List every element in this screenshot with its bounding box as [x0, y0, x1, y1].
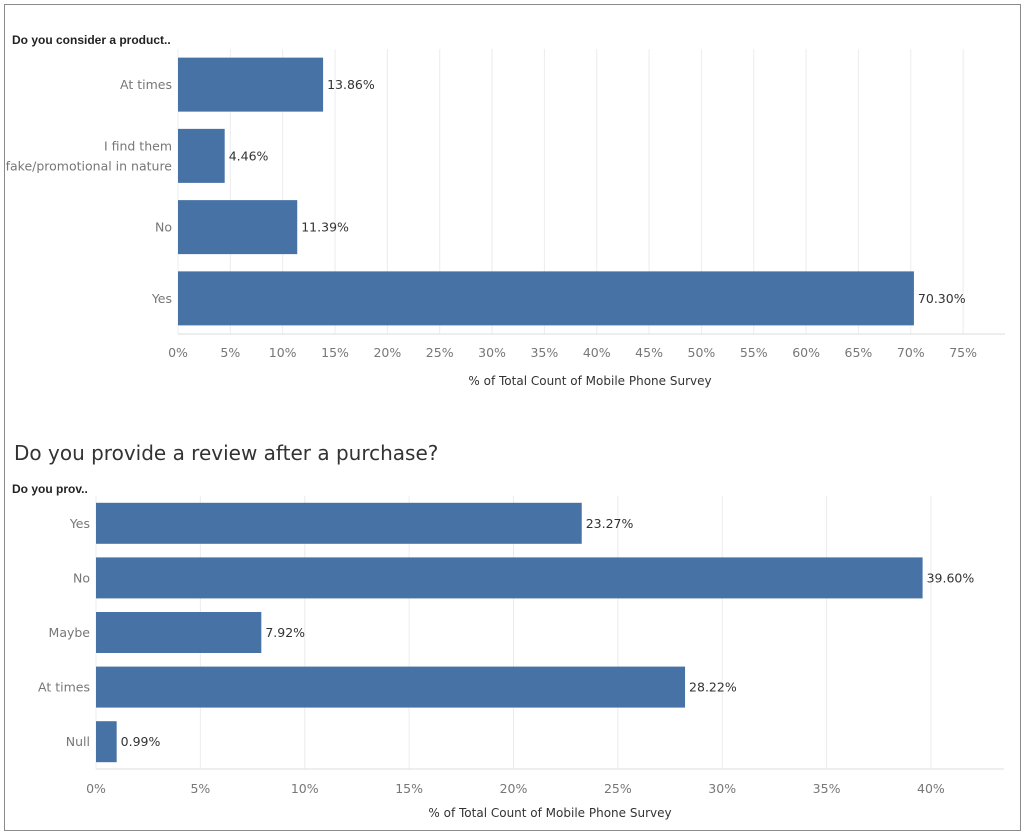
- chart2-category-label-3-0: At times: [38, 680, 90, 695]
- chart1-category-label-1-1: fake/promotional in nature: [6, 158, 173, 173]
- chart1-category-label-1-0: I find them: [104, 138, 172, 153]
- chart1-tick-label-11: 55%: [740, 345, 768, 360]
- chart2-tick-label-7: 35%: [813, 781, 841, 796]
- chart2-bar-2: [96, 612, 262, 653]
- chart2-value-label-1: 39.60%: [927, 570, 975, 585]
- chart1-tick-label-7: 35%: [530, 345, 558, 360]
- chart1-tick-label-15: 75%: [949, 345, 977, 360]
- chart2-category-label-4-0: Null: [66, 734, 90, 749]
- chart2-category-label-0-0: Yes: [69, 516, 90, 531]
- chart1-category-label-0-0: At times: [120, 77, 172, 92]
- chart2-category-label-1-0: No: [73, 570, 90, 585]
- chart2-tick-label-5: 25%: [604, 781, 632, 796]
- chart2-bar-1: [96, 557, 923, 599]
- chart1-tick-label-3: 15%: [321, 345, 349, 360]
- chart1-tick-label-9: 45%: [635, 345, 663, 360]
- chart2-value-label-0: 23.27%: [586, 516, 634, 531]
- chart1-tick-label-2: 10%: [269, 345, 297, 360]
- chart1-value-label-1: 4.46%: [229, 148, 269, 163]
- chart1-category-label-2-0: No: [155, 220, 172, 235]
- chart1-value-label-2: 11.39%: [301, 220, 349, 235]
- chart2-tick-label-3: 15%: [395, 781, 423, 796]
- chart1-tick-label-4: 20%: [373, 345, 401, 360]
- chart2-bar-4: [96, 721, 117, 763]
- chart2-tick-label-1: 5%: [190, 781, 210, 796]
- chart1-tick-label-6: 30%: [478, 345, 506, 360]
- chart1-tick-label-0: 0%: [168, 345, 188, 360]
- chart2-tick-label-6: 30%: [708, 781, 736, 796]
- chart2-title: Do you provide a review after a purchase…: [14, 441, 439, 465]
- chart2-value-label-4: 0.99%: [121, 734, 161, 749]
- chart2-tick-label-4: 20%: [500, 781, 528, 796]
- chart2-tick-label-0: 0%: [86, 781, 106, 796]
- chart1-bar-3: [178, 271, 914, 326]
- chart1-value-label-3: 70.30%: [918, 291, 966, 306]
- chart1-x-axis-title: % of Total Count of Mobile Phone Survey: [468, 374, 711, 388]
- chart1-tick-label-5: 25%: [426, 345, 454, 360]
- chart2-tick-label-8: 40%: [917, 781, 945, 796]
- dashboard-frame: [4, 4, 1021, 831]
- chart2-value-label-3: 28.22%: [689, 680, 737, 695]
- chart1-tick-label-14: 70%: [897, 345, 925, 360]
- chart2-bar-0: [96, 502, 582, 544]
- chart2-value-label-2: 7.92%: [265, 625, 305, 640]
- chart1-category-label-3-0: Yes: [151, 291, 172, 306]
- chart1-svg: 13.86% At times 4.46% I find them fake/promo…: [6, 49, 1005, 388]
- chart2-category-label-2-0: Maybe: [49, 625, 91, 640]
- chart1-bar-2: [178, 200, 298, 255]
- chart2-tick-label-2: 10%: [291, 781, 319, 796]
- chart1-bar-0: [178, 57, 324, 112]
- chart1-bar-1: [178, 128, 225, 183]
- chart1-value-label-0: 13.86%: [327, 77, 375, 92]
- chart1-tick-label-12: 60%: [792, 345, 820, 360]
- chart2-x-axis-title: % of Total Count of Mobile Phone Survey: [428, 806, 671, 820]
- chart1-tick-label-1: 5%: [220, 345, 240, 360]
- chart1-tick-label-8: 40%: [583, 345, 611, 360]
- chart1-tick-label-10: 50%: [688, 345, 716, 360]
- chart1-tick-label-13: 65%: [845, 345, 873, 360]
- chart1-row-header: Do you consider a product..: [12, 33, 171, 47]
- chart2-bar-3: [96, 666, 686, 708]
- chart2-row-header: Do you prov..: [12, 482, 88, 496]
